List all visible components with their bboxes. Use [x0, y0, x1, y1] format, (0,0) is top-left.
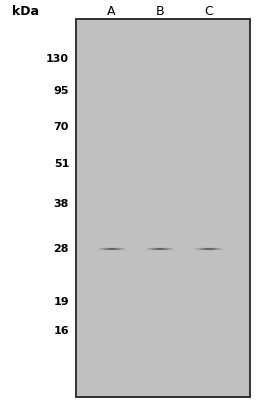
Text: 95: 95 — [54, 86, 69, 96]
Text: B: B — [156, 5, 164, 18]
Text: 38: 38 — [54, 199, 69, 209]
Text: 19: 19 — [54, 297, 69, 307]
Text: 16: 16 — [54, 326, 69, 336]
Text: A: A — [107, 5, 116, 18]
Text: 70: 70 — [54, 122, 69, 131]
Text: kDa: kDa — [12, 5, 39, 18]
Bar — [76, 19, 250, 397]
Text: 130: 130 — [46, 54, 69, 63]
Text: C: C — [204, 5, 213, 18]
Text: 28: 28 — [54, 244, 69, 255]
Bar — [76, 19, 250, 397]
Text: 51: 51 — [54, 160, 69, 169]
